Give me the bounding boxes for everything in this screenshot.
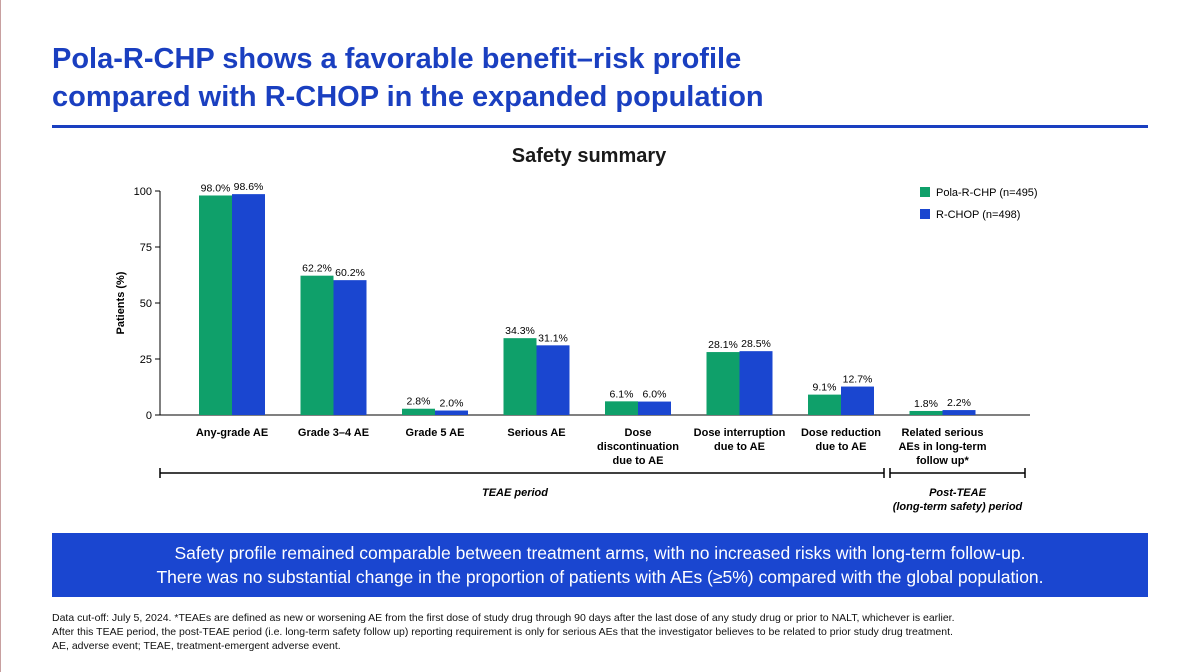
data-label: 31.1% — [538, 332, 568, 344]
data-label: 28.5% — [741, 338, 771, 350]
legend-label: Pola-R-CHP (n=495) — [936, 187, 1038, 199]
data-label: 6.0% — [643, 389, 667, 401]
bar-pola-r-chp-5 — [706, 352, 740, 415]
slide-title-line-1: Pola-R-CHP shows a favorable benefit–ris… — [52, 43, 742, 75]
footnote-line-2: After this TEAE period, the post-TEAE pe… — [52, 626, 953, 638]
data-label: 28.1% — [708, 339, 738, 351]
x-tick-label: Grade 5 AE — [406, 427, 465, 439]
data-label: 98.6% — [234, 181, 264, 193]
x-tick-label: Related serious — [902, 427, 984, 439]
x-tick-label: Any-grade AE — [196, 427, 268, 439]
y-tick-label: 25 — [140, 354, 152, 366]
x-tick-label: AEs in long-term — [898, 441, 986, 453]
data-label: 12.7% — [843, 374, 873, 386]
period-label: Post-TEAE — [929, 487, 987, 499]
bar-pola-r-chp-1 — [300, 275, 334, 415]
period-label: TEAE period — [482, 487, 548, 499]
x-tick-label: discontinuation — [597, 441, 679, 453]
data-label: 1.8% — [914, 398, 938, 410]
footnote-line-3: AE, adverse event; TEAE, treatment-emerg… — [52, 640, 341, 652]
bar-r-chop-4 — [638, 401, 671, 415]
legend-label: R-CHOP (n=498) — [936, 209, 1020, 221]
footnote: Data cut-off: July 5, 2024. *TEAEs are d… — [52, 611, 1152, 653]
title-divider — [52, 125, 1148, 128]
key-message-banner: Safety profile remained comparable betwe… — [52, 533, 1148, 597]
bar-pola-r-chp-3 — [503, 338, 537, 415]
bar-r-chop-0 — [232, 194, 265, 415]
slide-title-line-2: compared with R-CHOP in the expanded pop… — [52, 81, 764, 113]
y-tick-label: 75 — [140, 242, 152, 254]
chart-title: Safety summary — [511, 145, 667, 167]
x-tick-label: due to AE — [816, 441, 867, 453]
data-label: 9.1% — [813, 382, 837, 394]
data-label: 2.8% — [407, 396, 431, 408]
data-label: 60.2% — [335, 267, 365, 279]
x-tick-label: due to AE — [613, 455, 664, 467]
bar-r-chop-2 — [435, 410, 468, 415]
legend-swatch — [920, 187, 930, 197]
x-tick-label: Grade 3–4 AE — [298, 427, 369, 439]
y-tick-label: 0 — [146, 410, 152, 422]
bar-r-chop-6 — [841, 386, 874, 415]
data-label: 2.0% — [440, 398, 464, 410]
key-message-line-1: Safety profile remained comparable betwe… — [174, 543, 1026, 563]
x-tick-label: follow up* — [916, 455, 969, 467]
footnote-line-1: Data cut-off: July 5, 2024. *TEAEs are d… — [52, 612, 955, 624]
data-label: 6.1% — [610, 388, 634, 400]
bar-pola-r-chp-0 — [199, 195, 232, 415]
x-tick-label: Dose reduction — [801, 427, 881, 439]
legend-swatch — [920, 209, 930, 219]
y-tick-label: 100 — [134, 186, 152, 198]
x-tick-label: Dose — [625, 427, 652, 439]
bar-r-chop-1 — [333, 280, 367, 415]
x-tick-label: Serious AE — [507, 427, 565, 439]
y-tick-label: 50 — [140, 298, 152, 310]
bar-pola-r-chp-6 — [808, 394, 841, 415]
x-tick-label: due to AE — [714, 441, 765, 453]
bar-pola-r-chp-7 — [909, 410, 943, 415]
key-message-line-2: There was no substantial change in the p… — [156, 567, 1044, 587]
data-label: 2.2% — [947, 397, 971, 409]
bar-r-chop-5 — [739, 351, 773, 415]
data-label: 62.2% — [302, 263, 332, 275]
bar-pola-r-chp-2 — [402, 408, 435, 415]
data-label: 34.3% — [505, 325, 535, 337]
data-label: 98.0% — [201, 182, 231, 194]
x-tick-label: Dose interruption — [694, 427, 786, 439]
bar-pola-r-chp-4 — [605, 401, 638, 415]
y-axis-label: Patients (%) — [115, 271, 127, 334]
bar-r-chop-7 — [942, 410, 976, 415]
period-label: (long-term safety) period — [893, 501, 1023, 513]
slide-title: Pola-R-CHP shows a favorable benefit–ris… — [52, 40, 1152, 116]
bar-r-chop-3 — [536, 345, 570, 415]
